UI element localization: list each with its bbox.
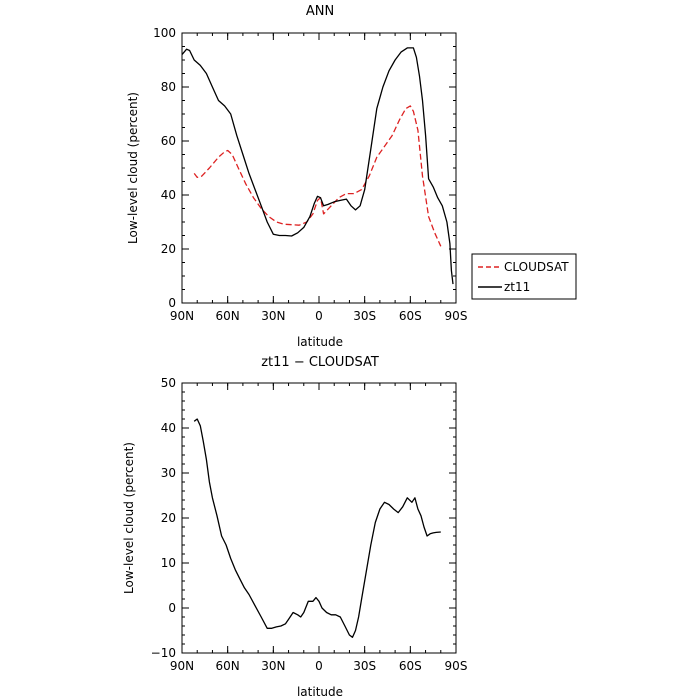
panel-bottom: zt11 − CLOUDSAT Low-level cloud (percent…: [122, 355, 467, 699]
series-line-cloudsat: [193, 105, 442, 247]
chart-title: zt11 − CLOUDSAT: [261, 355, 379, 370]
y-tick-label: −10: [151, 646, 176, 660]
x-tick-label: 30N: [261, 659, 285, 673]
y-tick-label: 0: [168, 601, 176, 615]
x-tick-label: 90N: [170, 659, 194, 673]
y-tick-label: 40: [161, 188, 176, 202]
y-tick-label: 60: [161, 134, 176, 148]
y-axis-label: Low-level cloud (percent): [122, 442, 136, 594]
x-tick-label: 0: [315, 659, 323, 673]
x-tick-label: 60S: [399, 309, 422, 323]
x-tick-label: 90N: [170, 309, 194, 323]
x-axis-label: latitude: [297, 335, 343, 349]
y-tick-label: 50: [161, 376, 176, 390]
series-line-zt11: [181, 47, 454, 285]
x-tick-label: 90S: [445, 309, 468, 323]
y-tick-label: 20: [161, 511, 176, 525]
y-tick-label: 40: [161, 421, 176, 435]
y-tick-label: 80: [161, 80, 176, 94]
y-tick-label: 100: [153, 26, 176, 40]
plot-area: 90N 60N 30N 0 30S 60S 90S −10 0 10 20 30 40 50: [151, 376, 468, 673]
plot-area: 90N 60N 30N 0 30S 60S 90S 0 20 40 60 80 100: [153, 26, 467, 323]
legend-label-zt11: zt11: [504, 280, 530, 294]
legend-label-cloudsat: CLOUDSAT: [504, 260, 569, 274]
chart-title: ANN: [306, 4, 334, 19]
x-tick-label: 0: [315, 309, 323, 323]
x-tick-label: 60N: [216, 309, 240, 323]
x-tick-label: 30S: [353, 659, 376, 673]
y-tick-label: 20: [161, 242, 176, 256]
series-line: [193, 418, 441, 638]
y-tick-label: 30: [161, 466, 176, 480]
x-tick-label: 30S: [353, 309, 376, 323]
y-tick-label: 0: [168, 296, 176, 310]
y-tick-label: 10: [161, 556, 176, 570]
x-tick-label: 60S: [399, 659, 422, 673]
x-tick-label: 30N: [261, 309, 285, 323]
x-tick-label: 60N: [216, 659, 240, 673]
x-tick-label: 90S: [445, 659, 468, 673]
y-axis-label: Low-level cloud (percent): [126, 92, 140, 244]
panel-top: ANN Low-level cloud (percent) latitude 9…: [126, 4, 467, 349]
legend-box: [471, 253, 577, 300]
legend: CLOUDSAT zt11: [471, 253, 577, 300]
x-axis-label: latitude: [297, 685, 343, 699]
